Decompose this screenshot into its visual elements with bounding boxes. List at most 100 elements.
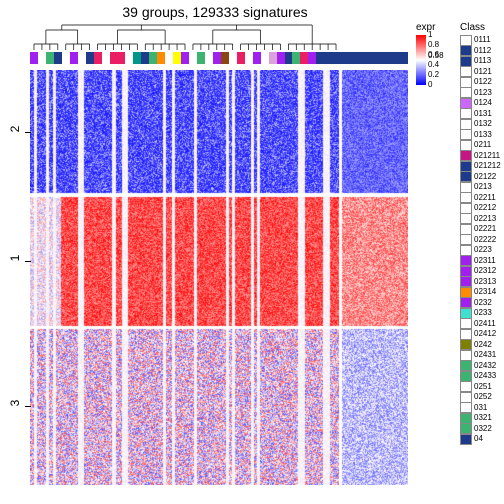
- expr-legend-tick: 0.4: [428, 61, 439, 69]
- class-legend-swatch: [460, 245, 472, 256]
- row-cluster-label: 1: [8, 248, 22, 268]
- column-annotation-swatch: [38, 52, 46, 64]
- class-legend-list: 0111011201130121012201230124013101320133…: [460, 35, 502, 445]
- column-annotation-swatch: [237, 52, 245, 64]
- class-legend-label: 0252: [474, 393, 492, 401]
- column-annotation-swatch: [102, 52, 110, 64]
- column-annotation-swatch: [62, 52, 70, 64]
- class-legend-swatch: [460, 350, 472, 361]
- class-legend-label: 02211: [474, 194, 496, 202]
- column-annotation-swatch: [253, 52, 261, 64]
- class-legend-item: 02412: [460, 329, 502, 340]
- class-legend-item: 0123: [460, 88, 502, 99]
- class-legend-swatch: [460, 234, 472, 245]
- row-cluster-axis: 2 1 3: [3, 70, 27, 485]
- column-annotation-swatch: [332, 52, 340, 64]
- class-legend-item: 0112: [460, 46, 502, 57]
- class-legend-item: 0223: [460, 245, 502, 256]
- class-legend-label: 02431: [474, 351, 496, 359]
- class-legend-item: 0133: [460, 130, 502, 141]
- column-annotation-swatch: [86, 52, 94, 64]
- class-legend-label: 02314: [474, 288, 496, 296]
- class-legend-item: 0113: [460, 56, 502, 67]
- class-legend-label: 0112: [474, 47, 491, 55]
- expr-legend-title: expr: [416, 22, 456, 33]
- class-legend-item: 02314: [460, 287, 502, 298]
- class-legend-item: 0132: [460, 119, 502, 130]
- class-legend-item: 0252: [460, 392, 502, 403]
- class-legend-swatch: [460, 192, 472, 203]
- class-legend-item: 0321: [460, 413, 502, 424]
- figure-container: 39 groups, 129333 signatures 2 1 3 expr 0 0…: [0, 0, 504, 504]
- class-legend-label: 021211: [474, 152, 500, 160]
- column-annotation-swatch: [229, 52, 237, 64]
- expr-legend-tick: 1: [428, 31, 432, 39]
- class-legend-label: 0123: [474, 89, 492, 97]
- class-legend-swatch: [460, 297, 472, 308]
- expr-legend-tick: 0: [428, 81, 432, 89]
- class-legend-swatch: [460, 140, 472, 151]
- class-legend-item: 0232: [460, 298, 502, 309]
- class-legend-swatch: [460, 329, 472, 340]
- column-annotation-swatch: [70, 52, 78, 64]
- class-legend-item: 02122: [460, 172, 502, 183]
- class-legend-label: 02222: [474, 236, 496, 244]
- class-legend-item: 0131: [460, 109, 502, 120]
- class-legend-label: 0121: [474, 68, 492, 76]
- column-annotation-swatch: [165, 52, 173, 64]
- class-legend-swatch: [460, 203, 472, 214]
- class-legend-item: 02212: [460, 203, 502, 214]
- class-legend-label: 031: [474, 404, 487, 412]
- class-legend-label: 0113: [474, 57, 491, 65]
- class-legend-label: 02212: [474, 204, 496, 212]
- class-legend-label: 02213: [474, 215, 496, 223]
- class-legend-label: 02311: [474, 257, 496, 265]
- class-legend-swatch: [460, 150, 472, 161]
- column-annotation-swatch: [110, 52, 118, 64]
- class-legend-label: 0111: [474, 36, 491, 44]
- class-legend-item: 02222: [460, 235, 502, 246]
- class-legend-label: 0232: [474, 299, 492, 307]
- class-legend-swatch: [460, 77, 472, 88]
- class-legend-item: 031: [460, 403, 502, 414]
- plot-title: 39 groups, 129333 signatures: [0, 4, 430, 20]
- row-cluster-label: 3: [8, 393, 22, 413]
- class-legend-item: 04: [460, 434, 502, 445]
- class-legend-label: 0211: [474, 141, 491, 149]
- class-legend-swatch: [460, 66, 472, 77]
- class-legend-label: 0322: [474, 425, 492, 433]
- column-annotation-swatch: [213, 52, 221, 64]
- class-legend-swatch: [460, 171, 472, 182]
- class-legend-swatch: [460, 213, 472, 224]
- class-legend-label: 0133: [474, 131, 492, 139]
- class-legend-swatch: [460, 413, 472, 424]
- class-legend-swatch: [460, 108, 472, 119]
- column-annotation-swatch: [285, 52, 293, 64]
- class-legend-label: 02433: [474, 372, 496, 380]
- class-legend-item: 02312: [460, 266, 502, 277]
- expr-legend-tick: 0.8: [428, 41, 439, 49]
- class-legend-swatch: [460, 56, 472, 67]
- row-cluster-label: 2: [8, 119, 22, 139]
- column-annotation-swatch: [261, 52, 269, 64]
- class-legend-item: 02313: [460, 277, 502, 288]
- class-legend-swatch: [460, 434, 472, 445]
- class-legend-swatch: [460, 371, 472, 382]
- class-legend-item: 0233: [460, 308, 502, 319]
- column-annotation-swatch: [324, 52, 332, 64]
- class-legend-swatch: [460, 161, 472, 172]
- class-legend-item: 02432: [460, 361, 502, 372]
- class-legend-swatch: [460, 423, 472, 434]
- column-annotation-swatch: [54, 52, 62, 64]
- column-annotation-swatch: [300, 52, 308, 64]
- class-legend-label: 0233: [474, 309, 492, 317]
- class-legend-label: 0213: [474, 183, 492, 191]
- column-annotation-swatch: [308, 52, 316, 64]
- class-legend-label: 0132: [474, 120, 492, 128]
- class-legend-swatch: [460, 287, 472, 298]
- class-legend-label: 02122: [474, 173, 496, 181]
- class-legend-item: 0121: [460, 67, 502, 78]
- column-annotation-swatch: [205, 52, 213, 64]
- class-legend-swatch: [460, 87, 472, 98]
- class-legend-swatch: [460, 255, 472, 266]
